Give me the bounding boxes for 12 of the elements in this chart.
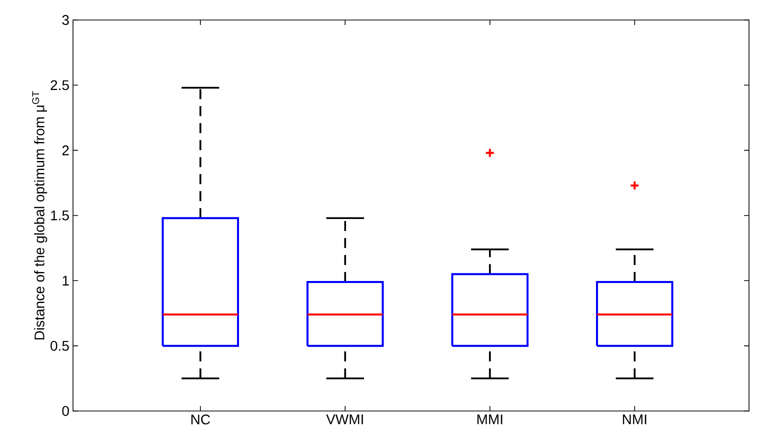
y-tick-label: 2.5 (50, 80, 69, 90)
y-tick-label: 1 (62, 276, 69, 286)
x-tick-label: VWMI (326, 414, 363, 424)
y-tick-label: 2 (62, 145, 69, 156)
y-tick-label: 3 (62, 15, 69, 25)
y-tick-label: 1.5 (51, 210, 69, 220)
x-tick-label: MMI (477, 414, 502, 424)
y-axis-title: Distance of the global optimum from μ$^{GT}$ (32, 91, 48, 340)
y-tick-label: 0.5 (50, 340, 69, 351)
x-tick-label: NMI (622, 414, 646, 424)
x-tick-label: NC (191, 414, 210, 424)
y-tick-label: 0 (62, 406, 69, 416)
